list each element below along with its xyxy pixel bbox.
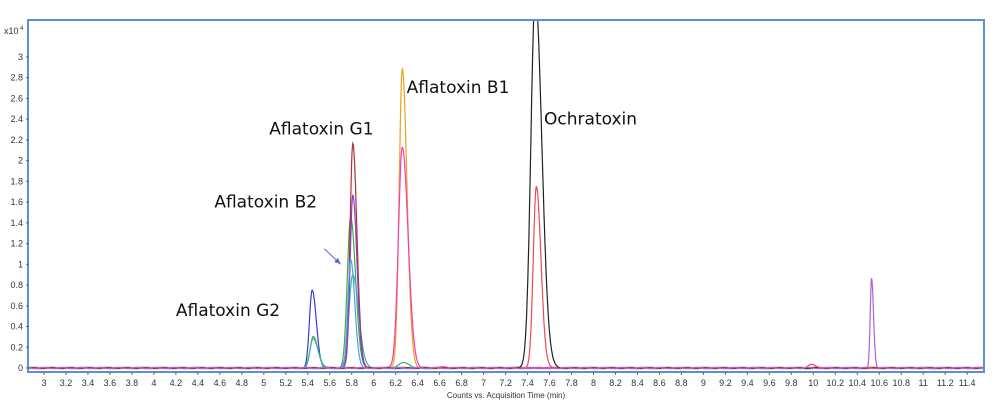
x-tick-label: 5.6 <box>323 378 336 388</box>
y-tick-label: 2.6 <box>10 93 23 103</box>
y-tick-label: 0.8 <box>10 280 23 290</box>
x-tick-label: 6.2 <box>389 378 402 388</box>
y-tick-label: 2.4 <box>10 114 23 124</box>
x-tick-label: 3.6 <box>104 378 117 388</box>
x-tick-label: 6 <box>371 378 376 388</box>
peak-annotation: Aflatoxin B1 <box>407 78 510 98</box>
x-tick-label: 3.4 <box>82 378 95 388</box>
x-tick-label: 3.2 <box>60 378 73 388</box>
x-tick-label: 11.2 <box>937 378 954 388</box>
y-tick-label: 1.8 <box>10 176 23 186</box>
peak-annotation: Ochratoxin <box>544 109 637 129</box>
y-tick-label: 0.4 <box>10 322 23 332</box>
peak-annotation: Aflatoxin B2 <box>214 192 317 212</box>
x-tick-label: 7.6 <box>543 378 556 388</box>
x-tick-label: 6.8 <box>455 378 468 388</box>
x-tick-label: 11.4 <box>959 378 976 388</box>
x-tick-label: 3.8 <box>126 378 139 388</box>
x-tick-label: 9.8 <box>785 378 798 388</box>
x-tick-label: 8 <box>591 378 596 388</box>
y-multiplier-exponent: 4 <box>20 26 24 32</box>
y-tick-label: 3 <box>18 52 23 62</box>
x-tick-label: 7.8 <box>565 378 578 388</box>
x-tick-label: 6.4 <box>411 378 424 388</box>
y-tick-label: 1.6 <box>10 197 23 207</box>
x-tick-label: 10 <box>808 378 818 388</box>
x-tick-label: 9 <box>701 378 706 388</box>
y-tick-label: 1.4 <box>10 218 23 228</box>
x-tick-label: 10.8 <box>892 378 910 388</box>
x-tick-label: 5.2 <box>280 378 293 388</box>
x-tick-label: 4 <box>151 378 156 388</box>
x-tick-label: 8.8 <box>675 378 688 388</box>
x-tick-label: 5.8 <box>345 378 358 388</box>
arrow-head <box>334 257 341 265</box>
peak-annotation: Aflatoxin G1 <box>269 120 373 140</box>
x-tick-label: 4.4 <box>192 378 205 388</box>
x-tick-label: 11 <box>919 378 928 388</box>
series-trace <box>29 277 983 370</box>
x-tick-label: 8.2 <box>609 378 622 388</box>
x-tick-label: 5 <box>261 378 266 388</box>
x-tick-label: 8.6 <box>653 378 666 388</box>
y-tick-label: 0.6 <box>10 301 23 311</box>
x-axis-label: Counts vs. Acquisition Time (min) <box>447 391 566 400</box>
x-tick-label: 4.8 <box>236 378 249 388</box>
x-tick-label: 10.4 <box>848 378 866 388</box>
x-tick-label: 9.4 <box>741 378 754 388</box>
x-tick-label: 9.2 <box>719 378 732 388</box>
x-tick-label: 10.6 <box>870 378 888 388</box>
y-tick-label: 2.2 <box>10 135 23 145</box>
y-tick-label: 0 <box>18 363 23 373</box>
y-multiplier-label: x10 <box>4 26 19 36</box>
x-tick-label: 8.4 <box>631 378 644 388</box>
y-tick-label: 2 <box>18 156 23 166</box>
y-tick-label: 1.2 <box>10 239 23 249</box>
x-tick-label: 3 <box>41 378 46 388</box>
x-tick-label: 4.2 <box>170 378 183 388</box>
y-tick-label: 0.2 <box>10 342 23 352</box>
x-tick-label: 9.6 <box>763 378 776 388</box>
x-tick-label: 7 <box>481 378 486 388</box>
peak-annotation: Aflatoxin G2 <box>176 301 280 321</box>
x-tick-label: 7.2 <box>499 378 512 388</box>
x-tick-label: 6.6 <box>433 378 446 388</box>
x-tick-label: 5.4 <box>302 378 315 388</box>
y-tick-label: 2.8 <box>10 73 23 83</box>
x-tick-label: 7.4 <box>521 378 534 388</box>
y-tick-label: 1 <box>18 259 23 269</box>
plot-frame <box>27 19 985 373</box>
x-tick-label: 10.2 <box>827 378 845 388</box>
x-tick-label: 4.6 <box>214 378 227 388</box>
